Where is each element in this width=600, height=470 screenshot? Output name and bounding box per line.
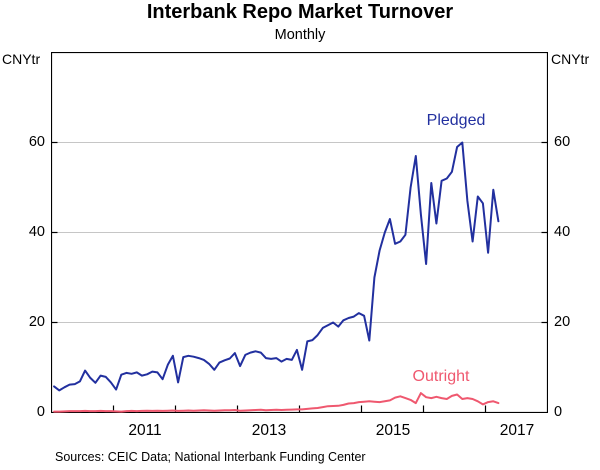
x-tick-label-2017: 2017	[499, 422, 535, 439]
x-tick-label-2015: 2015	[375, 422, 411, 439]
series-label-outright: Outright	[412, 368, 470, 385]
x-tick-label-2013: 2013	[251, 422, 287, 439]
chart-title: Interbank Repo Market Turnover	[146, 1, 454, 23]
series-line-pledged	[53, 141, 500, 392]
y-tick-label-left-20: 20	[28, 314, 45, 330]
y-tick-label-left-40: 40	[28, 224, 45, 240]
chart-subtitle: Monthly	[274, 27, 326, 43]
series-line-outright	[53, 392, 500, 413]
y-tick-label-left-0: 0	[36, 404, 45, 420]
y-tick-label-right-20: 20	[554, 314, 571, 330]
y-tick-label-right-0: 0	[554, 404, 563, 420]
x-tick-label-2011: 2011	[128, 422, 162, 439]
y-tick-label-right-60: 60	[554, 134, 571, 150]
series-label-pledged: Pledged	[426, 112, 486, 129]
y-tick-label-left-60: 60	[28, 134, 45, 150]
sources-note: Sources: CEIC Data; National Interbank F…	[55, 450, 366, 464]
y-axis-unit-right: CNYtr	[551, 51, 590, 67]
y-tick-label-right-40: 40	[554, 224, 571, 240]
y-axis-unit-left: CNYtr	[2, 51, 41, 67]
plot-area	[51, 52, 548, 413]
